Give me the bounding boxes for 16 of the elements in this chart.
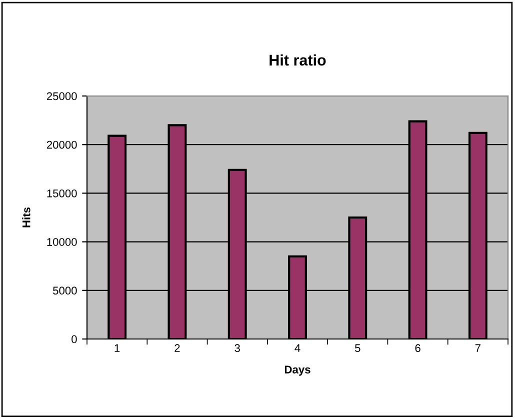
x-tick-label: 4 (294, 344, 300, 352)
chart-title: Hit ratio (270, 54, 326, 66)
y-tick-label: 0 (72, 335, 77, 344)
x-tick-label: 7 (475, 344, 480, 352)
x-axis-title: Days (284, 366, 310, 376)
y-tick-label: 15000 (47, 189, 77, 198)
y-axis-title: Hits (22, 207, 30, 228)
x-tick-label: 2 (174, 344, 180, 352)
y-tick-label: 25000 (46, 92, 77, 100)
x-tick-label: 1 (114, 344, 120, 352)
x-tick-label: 5 (355, 344, 360, 352)
x-tick-label: 6 (415, 344, 420, 352)
y-tick-label: 20000 (46, 140, 77, 149)
x-tick-label: 3 (234, 344, 240, 352)
y-tick-label: 10000 (47, 238, 77, 246)
y-tick-label: 5000 (53, 286, 77, 295)
